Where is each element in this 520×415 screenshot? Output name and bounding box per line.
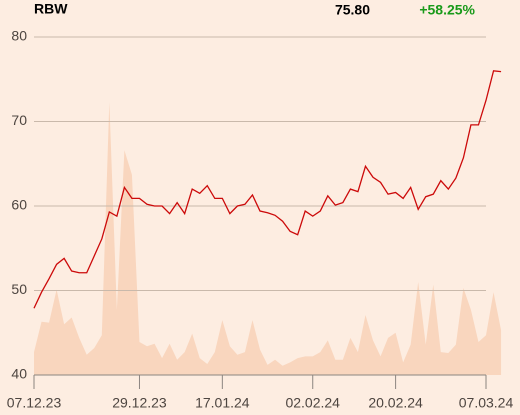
ticker: RBW: [34, 1, 68, 17]
price-line: [33, 70, 502, 309]
x-tick-label: 07.03.24: [459, 395, 514, 411]
last-price: 75.80: [335, 2, 370, 18]
y-tick-label: 40: [11, 366, 27, 382]
y-tick-label: 50: [11, 281, 27, 297]
y-tick-label: 80: [11, 28, 27, 44]
x-tick-label: 07.12.23: [7, 395, 62, 411]
x-tick-label: 29.12.23: [112, 395, 167, 411]
price-change: +58.25%: [419, 2, 475, 18]
x-tick-label: 17.01.24: [195, 395, 250, 411]
y-tick-label: 60: [11, 197, 27, 213]
x-tick-label: 20.02.24: [368, 395, 423, 411]
y-tick-label: 70: [11, 112, 27, 128]
x-tick-label: 02.02.24: [285, 395, 340, 411]
volume-area: [34, 102, 502, 375]
